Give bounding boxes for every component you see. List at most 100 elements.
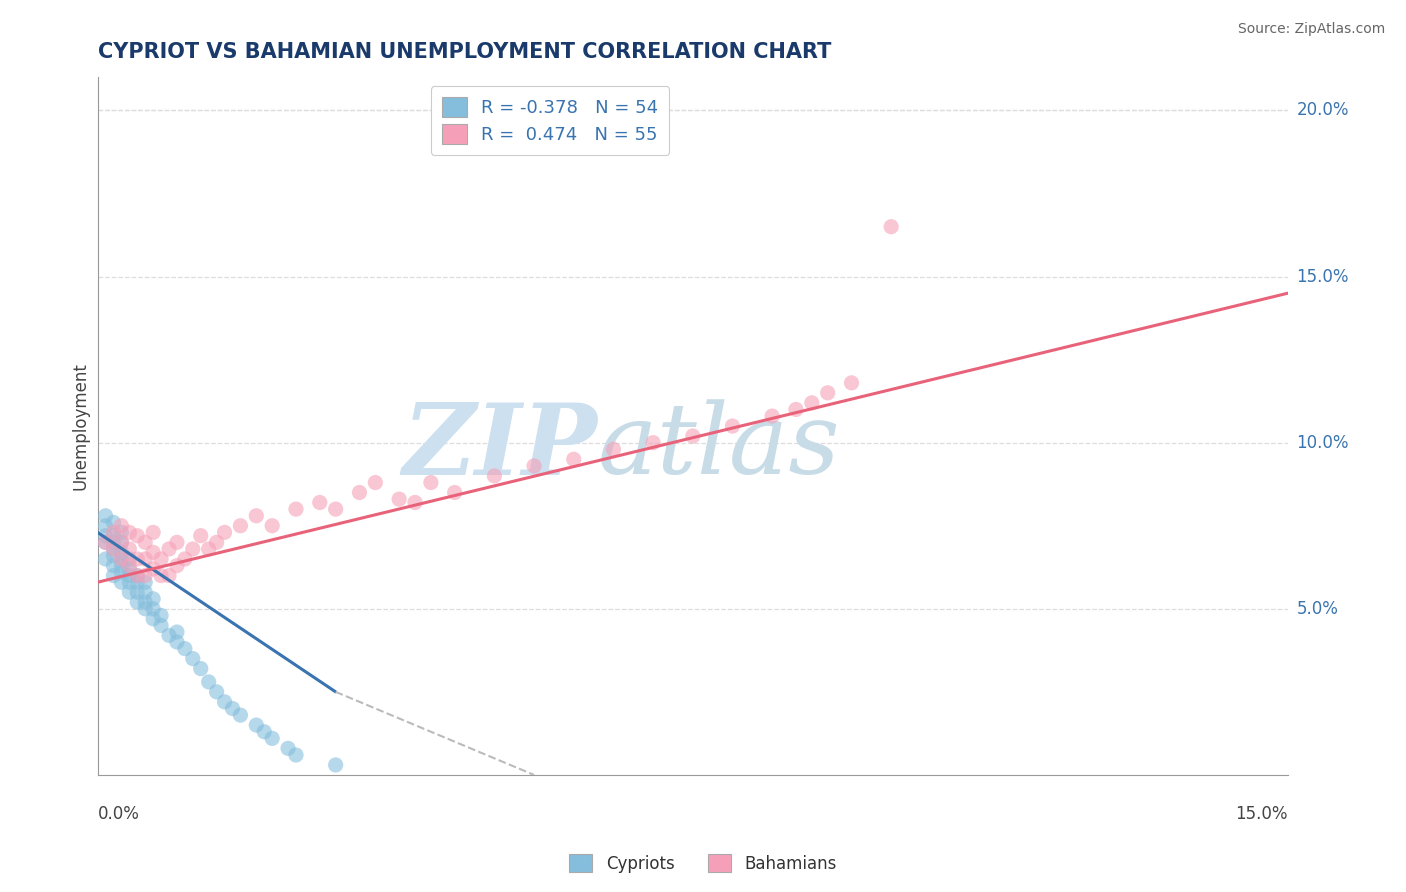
Point	[103, 558, 125, 573]
Point	[110, 518, 132, 533]
Text: 5.0%: 5.0%	[1296, 599, 1339, 618]
Point	[103, 516, 125, 530]
Point	[229, 708, 252, 723]
Point	[245, 508, 267, 523]
Point	[142, 562, 165, 576]
Point	[349, 485, 371, 500]
Point	[817, 385, 839, 400]
Point	[134, 595, 156, 609]
Point	[173, 552, 195, 566]
Point	[150, 568, 173, 582]
Point	[150, 552, 173, 566]
Point	[253, 724, 276, 739]
Point	[388, 492, 411, 507]
Point	[262, 731, 284, 746]
Point	[166, 535, 188, 549]
Point	[94, 535, 117, 549]
Point	[205, 535, 228, 549]
Point	[262, 518, 284, 533]
Point	[166, 625, 188, 640]
Point	[118, 562, 141, 576]
Point	[277, 741, 299, 756]
Point	[484, 469, 506, 483]
Text: 10.0%: 10.0%	[1296, 434, 1348, 451]
Point	[166, 558, 188, 573]
Point	[880, 219, 903, 234]
Point	[761, 409, 783, 423]
Point	[127, 529, 149, 543]
Point	[134, 602, 156, 616]
Point	[110, 535, 132, 549]
Point	[190, 662, 212, 676]
Point	[110, 552, 132, 566]
Point	[94, 508, 117, 523]
Point	[173, 641, 195, 656]
Point	[103, 529, 125, 543]
Point	[214, 525, 236, 540]
Point	[285, 747, 308, 762]
Point	[643, 435, 665, 450]
Point	[142, 591, 165, 606]
Text: Source: ZipAtlas.com: Source: ZipAtlas.com	[1237, 22, 1385, 37]
Point	[103, 541, 125, 556]
Point	[190, 529, 212, 543]
Point	[110, 525, 132, 540]
Text: CYPRIOT VS BAHAMIAN UNEMPLOYMENT CORRELATION CHART: CYPRIOT VS BAHAMIAN UNEMPLOYMENT CORRELA…	[97, 42, 831, 62]
Point	[127, 552, 149, 566]
Point	[110, 552, 132, 566]
Point	[127, 568, 149, 582]
Text: 15.0%: 15.0%	[1236, 805, 1288, 823]
Point	[103, 535, 125, 549]
Point	[150, 608, 173, 623]
Point	[134, 575, 156, 590]
Point	[785, 402, 807, 417]
Text: ZIP: ZIP	[402, 399, 598, 495]
Point	[181, 651, 204, 665]
Point	[110, 545, 132, 559]
Point	[245, 718, 267, 732]
Point	[325, 758, 347, 772]
Point	[841, 376, 863, 390]
Point	[118, 558, 141, 573]
Point	[94, 552, 117, 566]
Point	[118, 541, 141, 556]
Point	[205, 685, 228, 699]
Text: atlas: atlas	[598, 400, 841, 495]
Point	[602, 442, 624, 457]
Y-axis label: Unemployment: Unemployment	[72, 362, 89, 490]
Point	[127, 595, 149, 609]
Point	[197, 541, 219, 556]
Point	[404, 495, 426, 509]
Point	[134, 552, 156, 566]
Point	[181, 541, 204, 556]
Point	[364, 475, 387, 490]
Point	[118, 568, 141, 582]
Point	[134, 568, 156, 582]
Text: 15.0%: 15.0%	[1296, 268, 1348, 285]
Text: 0.0%: 0.0%	[97, 805, 139, 823]
Point	[110, 575, 132, 590]
Point	[134, 535, 156, 549]
Point	[214, 695, 236, 709]
Point	[308, 495, 330, 509]
Point	[523, 458, 546, 473]
Point	[110, 535, 132, 549]
Point	[562, 452, 585, 467]
Point	[118, 585, 141, 599]
Point	[118, 525, 141, 540]
Point	[118, 552, 141, 566]
Point	[229, 518, 252, 533]
Legend: R = -0.378   N = 54, R =  0.474   N = 55: R = -0.378 N = 54, R = 0.474 N = 55	[430, 87, 669, 155]
Point	[110, 566, 132, 580]
Point	[166, 635, 188, 649]
Point	[103, 525, 125, 540]
Point	[127, 568, 149, 582]
Point	[721, 419, 744, 434]
Point	[142, 612, 165, 626]
Point	[221, 701, 243, 715]
Point	[127, 585, 149, 599]
Point	[197, 674, 219, 689]
Point	[682, 429, 704, 443]
Point	[110, 558, 132, 573]
Point	[142, 602, 165, 616]
